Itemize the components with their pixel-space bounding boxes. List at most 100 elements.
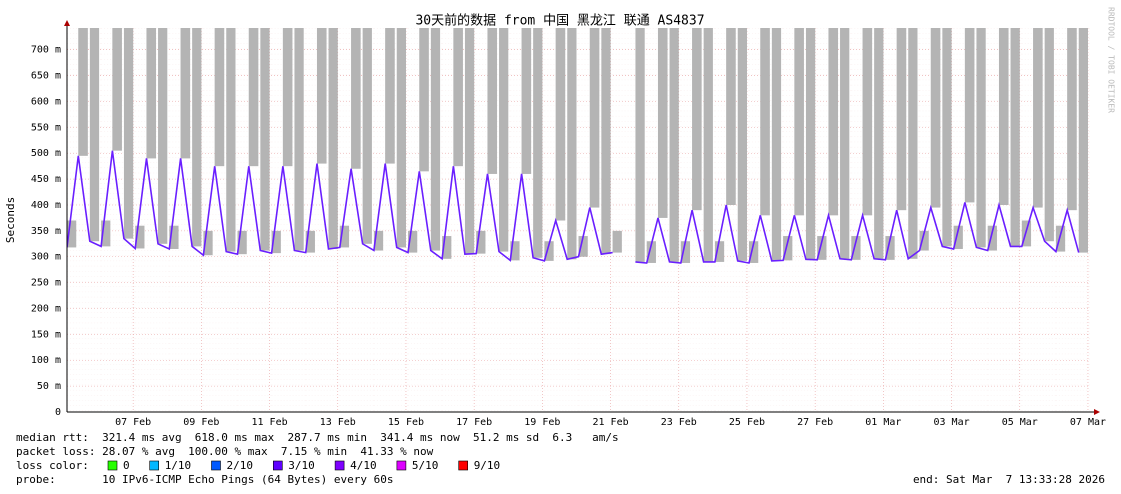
- smoke-band: [89, 28, 100, 242]
- smoke-band: [828, 28, 839, 216]
- x-tick-label: 23 Feb: [661, 417, 697, 428]
- y-tick-label: 150 m: [31, 329, 61, 340]
- x-tick-label: 27 Feb: [797, 417, 833, 428]
- smoke-band: [578, 236, 588, 257]
- end-time: end: Sat Mar 7 13:33:28 2026: [913, 473, 1105, 486]
- y-tick-label: 450 m: [31, 174, 61, 185]
- smoke-band: [646, 241, 656, 263]
- smoke-band: [101, 220, 111, 247]
- smoke-band: [510, 241, 520, 261]
- x-tick-label: 19 Feb: [524, 417, 560, 428]
- axis-arrow: [1094, 409, 1100, 415]
- smoke-band: [339, 225, 350, 248]
- smoke-band: [953, 225, 963, 249]
- loss-swatch: [149, 460, 159, 471]
- minor-grid: [67, 28, 1090, 412]
- smoke-band: [248, 28, 259, 167]
- smoke-band: [805, 28, 816, 260]
- smoke-band: [942, 28, 952, 247]
- loss-legend-entry: 3/10: [288, 459, 315, 472]
- loss-legend-entry: 0: [123, 459, 130, 472]
- smoke-band: [555, 28, 566, 221]
- smoke-band: [362, 28, 372, 244]
- smoke-band: [862, 28, 873, 216]
- loss-legend-entry: 9/10: [474, 459, 501, 472]
- smoke-band: [726, 28, 736, 205]
- smoke-band: [737, 28, 747, 261]
- loss-legend-entry: 5/10: [412, 459, 439, 472]
- x-tick-label: 15 Feb: [388, 417, 424, 428]
- loss-legend-label: loss color:: [16, 459, 89, 472]
- loss-legend-entry: 4/10: [350, 459, 377, 472]
- credit: RRDTOOL / TOBI OETIKER: [1107, 7, 1116, 113]
- y-tick-label: 700 m: [31, 45, 61, 56]
- y-tick-label: 250 m: [31, 278, 61, 289]
- smoke-band: [601, 28, 611, 255]
- smoke-band: [544, 241, 554, 261]
- smoke-band: [567, 28, 577, 260]
- smoke-band: [453, 28, 463, 167]
- x-tick-label: 11 Feb: [251, 417, 287, 428]
- loss-swatch: [458, 460, 469, 471]
- y-tick-label: 0: [55, 407, 61, 418]
- smoke-band: [783, 236, 793, 261]
- smoke-band: [1067, 28, 1077, 211]
- x-tick-label: 01 Mar: [865, 417, 901, 428]
- smoke-band: [964, 28, 975, 203]
- smoke-band: [135, 225, 145, 249]
- smoke-band: [714, 241, 725, 262]
- smoke-band: [192, 28, 202, 247]
- y-tick-label: 50 m: [37, 381, 61, 392]
- smoke-band: [169, 225, 179, 249]
- smoke-band: [351, 28, 361, 169]
- y-tick-label: 350 m: [31, 226, 61, 237]
- smoke-band: [271, 230, 281, 254]
- smoke-band: [476, 230, 486, 254]
- loss-swatch: [396, 460, 407, 471]
- x-tick-label: 07 Mar: [1070, 417, 1106, 428]
- smoke-band: [840, 28, 850, 259]
- y-tick-label: 500 m: [31, 148, 61, 159]
- x-tick-label: 17 Feb: [456, 417, 492, 428]
- smoke-band: [396, 28, 406, 248]
- smoke-band: [214, 28, 225, 167]
- smoke-band: [976, 28, 986, 248]
- smoke-band: [294, 28, 304, 251]
- smoke-band: [669, 28, 679, 262]
- smoke-band: [657, 28, 668, 218]
- smoke-band: [123, 28, 134, 239]
- smoke-band: [817, 236, 827, 260]
- smoke-band: [316, 28, 327, 164]
- smoke-band: [771, 28, 782, 261]
- smoke-band: [703, 28, 713, 262]
- smoke-band: [464, 28, 475, 255]
- smoke-band: [851, 236, 861, 260]
- smoke-band: [589, 28, 600, 208]
- loss-swatch: [334, 460, 345, 471]
- smoke-band: [158, 28, 168, 244]
- loss-swatch: [211, 460, 221, 471]
- smoke-band: [533, 28, 543, 258]
- y-tick-label: 300 m: [31, 252, 61, 263]
- probe: probe: 10 IPv6-ICMP Echo Pings (64 Bytes…: [16, 473, 394, 486]
- smoke-band: [760, 28, 770, 216]
- smoke-band: [180, 28, 191, 159]
- smoke-layer: [67, 28, 1088, 264]
- smoke-band: [419, 28, 429, 172]
- chart-title: 30天前的数据 from 中国 黑龙江 联通 AS4837: [415, 13, 704, 29]
- smoke-band: [998, 28, 1009, 205]
- smoke-band: [430, 28, 441, 251]
- smoke-band: [442, 236, 452, 259]
- smoke-band: [487, 28, 498, 174]
- x-tick-label: 09 Feb: [183, 417, 219, 428]
- smoke-band: [1078, 28, 1088, 253]
- y-tick-label: 100 m: [31, 355, 61, 366]
- smoke-band: [749, 241, 759, 263]
- x-tick-label: 03 Mar: [933, 417, 969, 428]
- smoke-band: [908, 28, 918, 259]
- x-tick-label: 25 Feb: [729, 417, 765, 428]
- smoke-band: [226, 28, 236, 252]
- smoke-band: [112, 28, 122, 151]
- y-tick-label: 400 m: [31, 200, 61, 211]
- smoke-band: [874, 28, 884, 259]
